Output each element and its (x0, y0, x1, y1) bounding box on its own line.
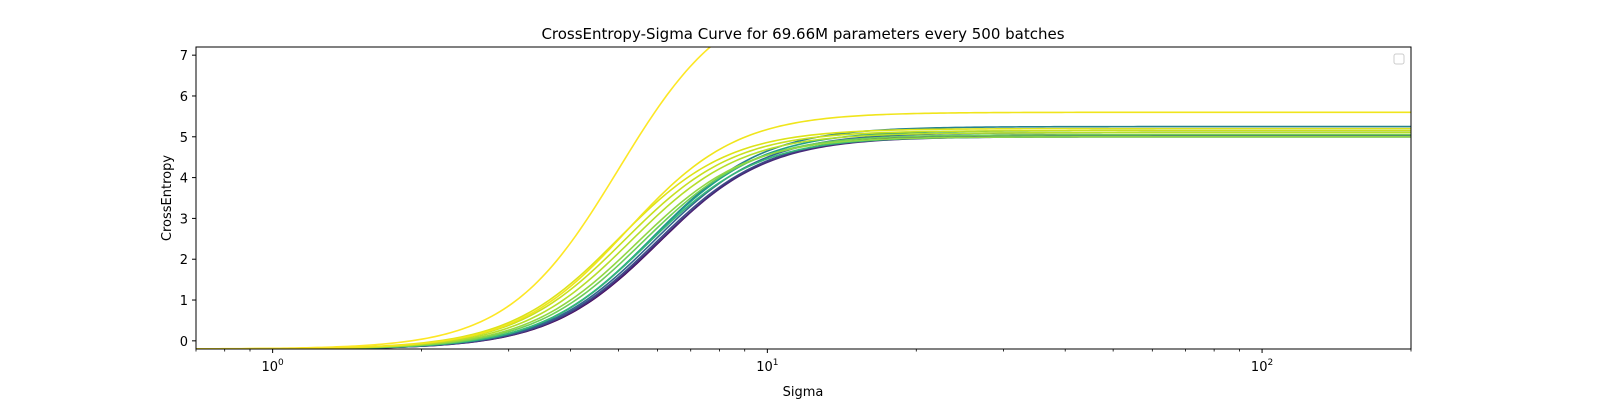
y-tick-label: 1 (180, 294, 188, 309)
series-layer (196, 47, 1411, 349)
y-tick-label: 6 (180, 90, 188, 105)
y-tick-label: 3 (180, 212, 188, 227)
y-tick-label: 4 (180, 172, 188, 187)
x-tick-label: 102 (1251, 358, 1273, 375)
y-axis-label: CrossEntropy (160, 155, 175, 241)
y-tick-label: 2 (180, 253, 188, 268)
chart-title: CrossEntropy-Sigma Curve for 69.66M para… (541, 25, 1064, 43)
legend-box (1393, 53, 1405, 65)
series-line (196, 47, 712, 349)
plot-frame (195, 46, 1412, 350)
y-tick-label: 7 (180, 49, 188, 64)
x-tick-label: 100 (261, 358, 284, 375)
x-axis-label: Sigma (783, 385, 824, 400)
y-tick-label: 5 (180, 131, 188, 146)
x-tick-label: 101 (756, 358, 778, 375)
y-tick-label: 0 (180, 335, 188, 350)
axes-layer: 0 1 2 3 4 5 6 7 100 101 102 (180, 46, 1412, 375)
series-line (196, 111, 1411, 349)
